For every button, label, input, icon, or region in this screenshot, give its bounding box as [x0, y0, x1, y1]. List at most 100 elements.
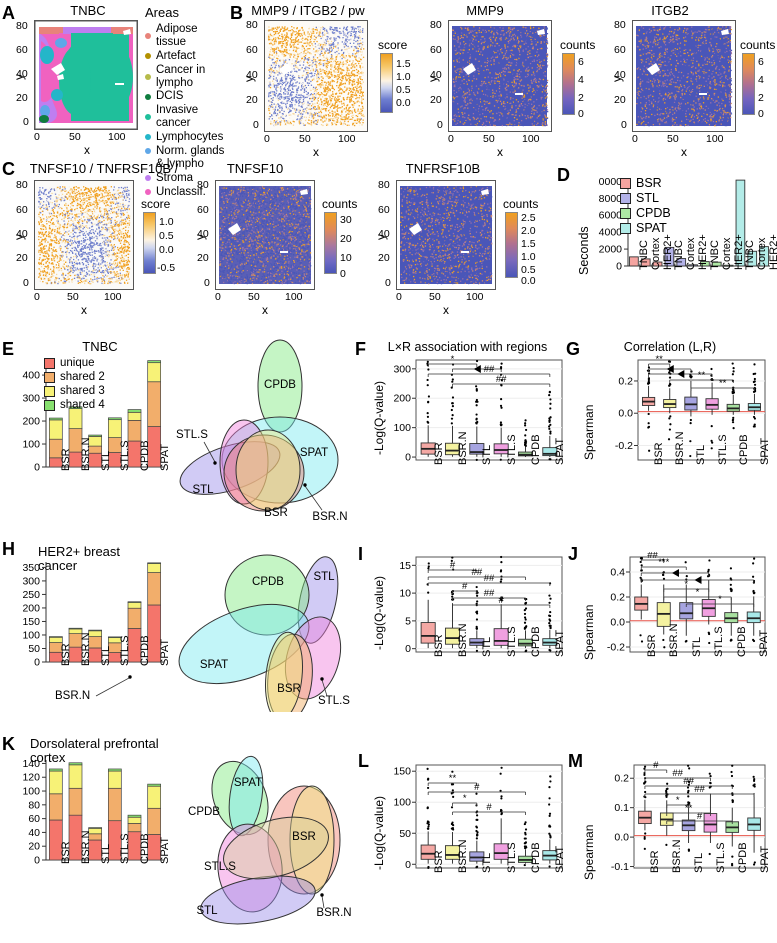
legend-label: shared 3	[60, 384, 105, 397]
legend-item-shared2[interactable]: shared 2	[44, 371, 105, 384]
legend-swatch	[44, 385, 55, 397]
panel-k-title: Dorsolateral prefrontal cortex	[30, 736, 159, 766]
c2-y60: 60	[197, 204, 209, 216]
panel-g-title: Correlation (L,R)	[623, 340, 717, 354]
panel-c3-title: TNFRSF10B	[405, 161, 481, 176]
c2-y0: 0	[204, 277, 210, 289]
legend-item[interactable]: Lymphocytes	[145, 131, 230, 144]
panel-l-chart: 0 50 100 150 ** # * #	[390, 760, 565, 888]
panel-d-xtick: Cortex	[720, 237, 733, 270]
venn-label-stls: STL.S	[176, 429, 208, 441]
panel-d-xtick: TNBC	[673, 240, 686, 270]
b2-cb-2: 2	[578, 92, 584, 104]
boxplot-xtick: SPAT	[758, 845, 771, 873]
panel-c3-xlabel: x	[443, 303, 449, 317]
b3-y20: 20	[614, 94, 626, 106]
a-x100: 100	[108, 131, 126, 143]
legend-item-unique[interactable]: unique	[44, 357, 105, 370]
b3-y0: 0	[621, 119, 627, 131]
b1-cb-1.5: 1.5	[396, 58, 411, 70]
panel-h-chart: 0 50 100 150 200 250 300 350	[16, 558, 166, 688]
panel-d-chart: 0200040006000800010000	[598, 172, 773, 290]
legend-item-shared3[interactable]: shared 3	[44, 385, 105, 398]
panel-e-venn: CPDB SPAT STL STL.S BSR BSR.N	[172, 338, 358, 538]
boxplot-xtick: STL	[690, 636, 703, 657]
legend-item[interactable]: Invasive cancer	[145, 104, 230, 130]
b1-x100: 100	[338, 133, 356, 145]
boxplot-xtick: CPDB	[737, 434, 750, 465]
b1-x0: 0	[264, 133, 270, 145]
c2-cb-10: 10	[340, 252, 352, 264]
a-y80: 80	[16, 20, 28, 32]
legend-item-stl[interactable]: STL	[620, 191, 671, 205]
panel-label-m: M	[568, 751, 583, 771]
legend-swatch	[145, 93, 151, 100]
c3-cb-0.5: 0.5	[521, 264, 536, 276]
venn-label-bsrn: BSR.N	[312, 511, 347, 523]
boxplot-xtick: BSR	[432, 442, 445, 465]
legend-item-shared4[interactable]: shared 4	[44, 399, 105, 412]
boxplot-xtick: SPAT	[554, 437, 567, 465]
a-y40: 40	[16, 68, 28, 80]
boxplot-xtick: BSR.N	[668, 623, 681, 657]
b1-cb-1.0: 1.0	[396, 71, 411, 83]
mmp9-itgb2-score-map	[265, 21, 367, 131]
stacked-bar-xtick: BSR	[60, 448, 73, 471]
legend-swatch	[145, 147, 151, 154]
panel-d-xtick: HER2+	[697, 234, 710, 270]
boxplot-xtick: BSR.N	[671, 839, 684, 873]
panel-label-h: H	[2, 539, 15, 559]
panel-e-chart: 0 100 200 300 400	[16, 355, 166, 495]
legend-item[interactable]: Stroma	[145, 172, 230, 185]
correlation-boxplot: -0.20.00.2******	[615, 355, 766, 461]
panel-e-title: TNBC	[82, 339, 118, 354]
legend-item-spat[interactable]: SPAT	[620, 221, 671, 235]
runtime-bar-chart: 0200040006000800010000	[598, 176, 770, 273]
c3-cb-1.0: 1.0	[521, 251, 536, 263]
panel-b3-colorbar	[742, 53, 755, 115]
venn-bsrn-leader	[95, 675, 132, 697]
c3-y0: 0	[385, 277, 391, 289]
b3-x0: 0	[632, 133, 638, 145]
itgb2-counts-map	[633, 21, 735, 131]
b3-cb-2: 2	[758, 92, 764, 104]
c3-x100: 100	[466, 291, 484, 303]
legend-item[interactable]: Adipose tissue	[145, 23, 230, 49]
stacked-bar-xtick: BSR	[60, 643, 73, 666]
c1-x0: 0	[34, 291, 40, 303]
c3-cb-0.0: 0.0	[521, 275, 536, 287]
stacked-bar-xtick: BSR.N	[80, 437, 92, 471]
panel-label-c: C	[2, 159, 15, 179]
panel-d-xtick: Cortex	[649, 237, 662, 270]
legend-item-cpdb[interactable]: CPDB	[620, 206, 671, 220]
legend-item-bsr[interactable]: BSR	[620, 176, 671, 190]
boxplot-xtick: BSR	[649, 850, 662, 873]
panel-b1-colorbar	[380, 53, 393, 113]
legend-swatch	[620, 192, 631, 204]
legend-item[interactable]: Norm. glands & lympho	[145, 145, 230, 171]
panel-d-ylabel: Seconds	[577, 226, 591, 275]
legend-label: shared 2	[60, 370, 105, 383]
legend-item[interactable]: Cancer in lympho	[145, 64, 230, 90]
b3-y40: 40	[614, 69, 626, 81]
boxplot-xtick: CPDB	[736, 842, 749, 873]
legend-item[interactable]: Artefact	[145, 50, 230, 63]
c3-x0: 0	[396, 291, 402, 303]
panel-b2-title: MMP9	[466, 3, 504, 18]
legend-item[interactable]: Unclassif.	[145, 186, 230, 199]
c1-cb-neg05: -0.5	[157, 262, 176, 274]
stacked-bar-xtick: STL	[99, 843, 112, 864]
tnbc-area-map	[35, 21, 137, 129]
legend-item[interactable]: DCIS	[145, 90, 230, 103]
panel-d-legend: BSR STL CPDB SPAT	[620, 176, 671, 236]
legend-label: shared 4	[60, 398, 105, 411]
venn-label-bsrn: BSR.N	[316, 907, 351, 919]
b3-cb-6: 6	[758, 56, 764, 68]
panel-label-b: B	[230, 3, 243, 23]
panel-a-xlabel: x	[84, 143, 90, 157]
